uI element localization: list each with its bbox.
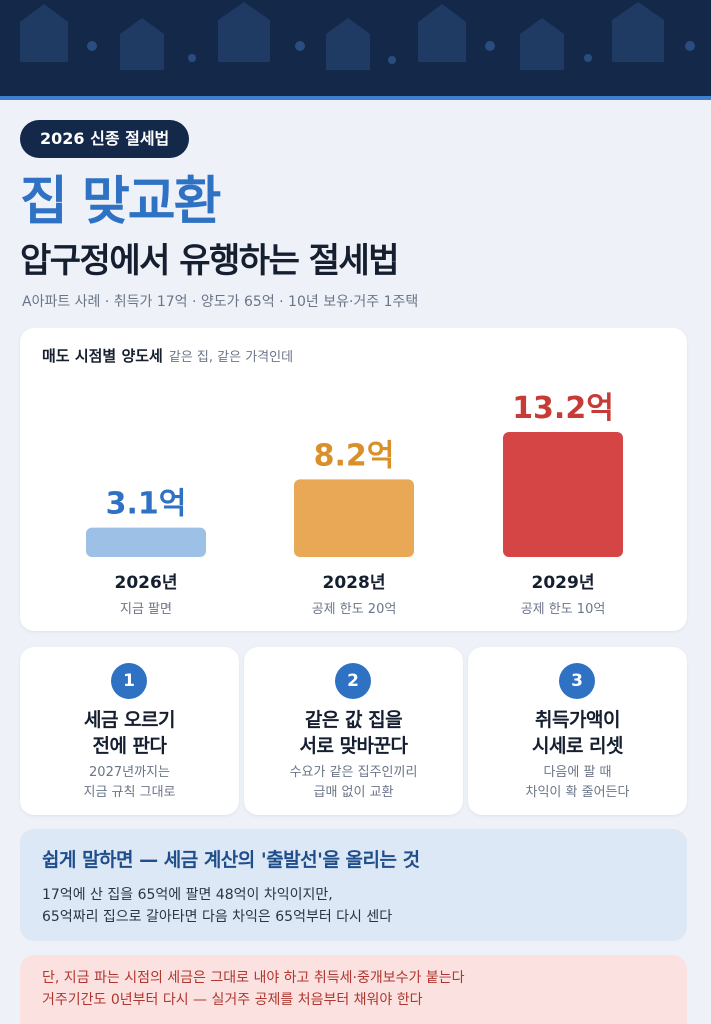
chart-heading-text: 매도 시점별 양도세 xyxy=(42,347,163,365)
chart-bar xyxy=(86,527,206,557)
category-badge: 2026 신종 절세법 xyxy=(20,120,190,158)
step-desc-line: 다음에 팔 때 xyxy=(543,765,612,780)
bar-value-label: 13.2억 xyxy=(512,391,614,426)
chart-heading: 매도 시점별 양도세 같은 집, 같은 가격인데 xyxy=(42,346,293,368)
step-desc-line: 수요가 같은 집주인끼리 xyxy=(289,765,418,780)
page-subtitle: 압구정에서 유행하는 절세법 xyxy=(20,241,400,281)
summary-line: 17억에 산 집을 65억에 팔면 48억이 차익이지만, xyxy=(42,887,333,903)
summary-line: 65억짜리 집으로 갈아타면 다음 차익은 65억부터 다시 센다 xyxy=(42,909,393,925)
step-title-line: 서로 맞바꾼다 xyxy=(299,735,409,757)
step-card-1: 1 세금 오르기 전에 판다 2027년까지는 지금 규칙 그대로 xyxy=(20,647,239,815)
warning-line: 거주기간도 0년부터 다시 — 실거주 공제를 처음부터 채워야 한다 xyxy=(42,992,423,1008)
step-desc-line: 급매 없이 교환 xyxy=(313,785,394,800)
step-description: 수요가 같은 집주인끼리 급매 없이 교환 xyxy=(252,763,455,803)
warning-line: 단, 지금 파는 시점의 세금은 그대로 내야 하고 취득세·중개보수가 붙는다 xyxy=(42,970,465,986)
step-desc-line: 지금 규칙 그대로 xyxy=(83,785,176,800)
summary-box: 쉽게 말하면 — 세금 계산의 '출발선'을 올리는 것 17억에 산 집을 6… xyxy=(20,829,687,941)
step-title-line: 시세로 리셋 xyxy=(531,735,624,757)
chart-bar xyxy=(503,432,623,557)
step-number-badge: 2 xyxy=(335,663,371,699)
chart-note: 같은 집, 같은 가격인데 xyxy=(168,350,294,365)
step-title-line: 전에 판다 xyxy=(92,735,167,757)
step-title: 같은 값 집을 서로 맞바꾼다 xyxy=(252,707,455,759)
house-skyline-icon xyxy=(20,2,695,70)
step-title-line: 세금 오르기 xyxy=(83,709,176,731)
step-desc-line: 차익이 확 줄어든다 xyxy=(525,785,630,800)
case-description: A아파트 사례 · 취득가 17억 · 양도가 65억 · 10년 보유·거주 … xyxy=(22,294,419,310)
step-description: 다음에 팔 때 차익이 확 줄어든다 xyxy=(476,763,679,803)
category-label: 2028년 xyxy=(323,573,386,593)
step-title: 세금 오르기 전에 판다 xyxy=(28,707,231,759)
bar-value-label: 8.2억 xyxy=(314,438,395,473)
page-title: 집 맞교환 xyxy=(20,172,221,232)
warning-box: 단, 지금 파는 시점의 세금은 그대로 내야 하고 취득세·중개보수가 붙는다… xyxy=(20,955,687,1024)
step-card-2: 2 같은 값 집을 서로 맞바꾼다 수요가 같은 집주인끼리 급매 없이 교환 xyxy=(244,647,463,815)
category-label: 2026년 xyxy=(115,573,178,593)
step-title-line: 같은 값 집을 xyxy=(304,709,403,731)
summary-body: 17억에 산 집을 65억에 팔면 48억이 차익이지만, 65억짜리 집으로 … xyxy=(42,884,392,928)
step-card-3: 3 취득가액이 시세로 리셋 다음에 팔 때 차익이 확 줄어든다 xyxy=(468,647,687,815)
chart-bar xyxy=(294,479,414,557)
category-note: 공제 한도 10억 xyxy=(521,602,606,617)
step-desc-line: 2027년까지는 xyxy=(89,765,170,780)
step-title: 취득가액이 시세로 리셋 xyxy=(476,707,679,759)
step-description: 2027년까지는 지금 규칙 그대로 xyxy=(28,763,231,803)
warning-body: 단, 지금 파는 시점의 세금은 그대로 내야 하고 취득세·중개보수가 붙는다… xyxy=(42,967,464,1011)
step-title-line: 취득가액이 xyxy=(535,709,620,731)
summary-title: 쉽게 말하면 — 세금 계산의 '출발선'을 올리는 것 xyxy=(42,849,420,871)
category-note: 지금 팔면 xyxy=(120,602,172,617)
category-note: 공제 한도 20억 xyxy=(312,602,397,617)
step-number-badge: 1 xyxy=(111,663,147,699)
banner-accent-stripe xyxy=(0,96,711,100)
step-number-badge: 3 xyxy=(559,663,595,699)
top-banner xyxy=(0,0,711,100)
category-label: 2029년 xyxy=(532,573,595,593)
bar-value-label: 3.1억 xyxy=(106,487,187,522)
